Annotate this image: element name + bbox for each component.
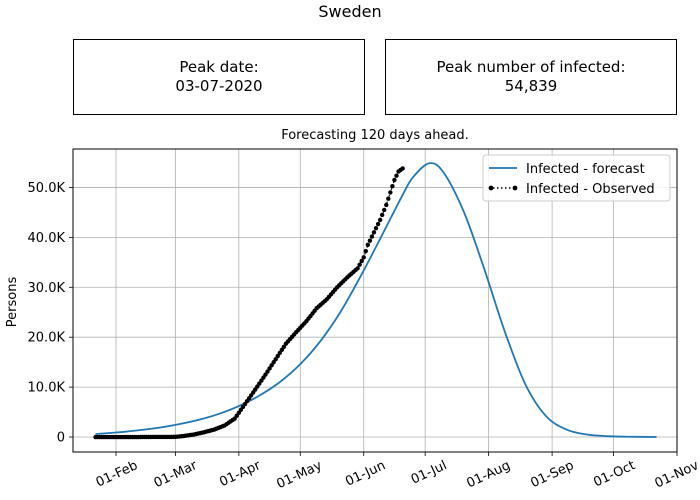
- x-tick-label: 01-Jul: [409, 458, 449, 488]
- observed-point: [277, 350, 282, 356]
- observed-point: [371, 230, 377, 235]
- y-tick-label: 40.0K: [28, 231, 66, 246]
- plot-frame: [72, 148, 678, 453]
- observed-point: [265, 369, 270, 374]
- legend-box: [482, 154, 671, 202]
- observed-point: [369, 234, 375, 239]
- observed-point: [267, 366, 272, 371]
- x-tick-label: 01-Apr: [217, 458, 263, 490]
- x-tick-label: 01-May: [274, 458, 324, 492]
- series-layer: [93, 162, 657, 440]
- observed-point: [375, 221, 381, 227]
- x-tick-label: 01-Feb: [94, 458, 140, 490]
- y-tick-label: 20.0K: [28, 331, 66, 346]
- observed-point: [382, 207, 387, 213]
- observed-point: [392, 177, 397, 183]
- observed-point: [281, 344, 287, 349]
- legend-label: Infected - Observed: [526, 182, 655, 197]
- peak-infected-label: Peak number of infected:: [436, 58, 626, 76]
- x-tick-label: 01-Aug: [464, 458, 512, 491]
- observed-point: [263, 372, 268, 377]
- observed-point: [384, 202, 389, 208]
- observed-point: [269, 363, 274, 368]
- peak-infected-box: Peak number of infected: 54,839: [385, 39, 677, 115]
- legend-label: Infected - forecast: [526, 162, 645, 177]
- observed-point: [379, 212, 385, 218]
- observed-point: [394, 173, 399, 178]
- observed-point: [279, 347, 285, 353]
- observed-point: [373, 226, 379, 231]
- peak-date-label: Peak date:: [179, 58, 259, 76]
- observed-point: [377, 217, 383, 223]
- observed-point: [388, 190, 393, 195]
- x-tick-label: 01-Sep: [528, 458, 576, 491]
- peak-date-box: Peak date: 03-07-2020: [73, 39, 365, 115]
- y-tick-label: 50.0K: [28, 181, 66, 196]
- observed-series-line: [95, 167, 403, 438]
- observed-point: [361, 255, 366, 260]
- y-tick-label: 30.0K: [28, 281, 66, 296]
- peak-infected-value: 54,839: [504, 77, 558, 95]
- observed-point: [273, 356, 278, 362]
- x-tick-label: 01-Nov: [653, 458, 700, 491]
- observed-point: [271, 360, 276, 365]
- observed-point: [275, 353, 280, 359]
- x-tick-label: 01-Mar: [152, 458, 200, 491]
- y-axis-label: Persons: [5, 277, 20, 328]
- observed-point: [359, 258, 364, 264]
- y-tick-label: 10.0K: [28, 381, 66, 396]
- observed-point: [355, 266, 360, 271]
- peak-date-value: 03-07-2020: [175, 77, 263, 95]
- x-tick-label: 01-Oct: [591, 458, 637, 490]
- observed-point: [400, 166, 405, 171]
- x-tick-label: 01-Jun: [343, 458, 388, 489]
- chart-title: Forecasting 120 days ahead.: [281, 128, 469, 143]
- observed-point: [386, 196, 391, 201]
- y-tick-label: 0: [57, 431, 65, 446]
- forecast-series-line: [95, 162, 657, 438]
- observed-point: [390, 183, 395, 189]
- legend-observed-marker: [512, 185, 518, 191]
- legend-observed-marker: [488, 185, 494, 191]
- observed-point: [367, 238, 373, 243]
- observed-point: [365, 242, 371, 248]
- figure-title: Sweden: [318, 2, 382, 21]
- observed-point: [363, 248, 368, 254]
- observed-point: [357, 262, 362, 267]
- legend: Infected - forecast Infected - Observed: [482, 154, 671, 202]
